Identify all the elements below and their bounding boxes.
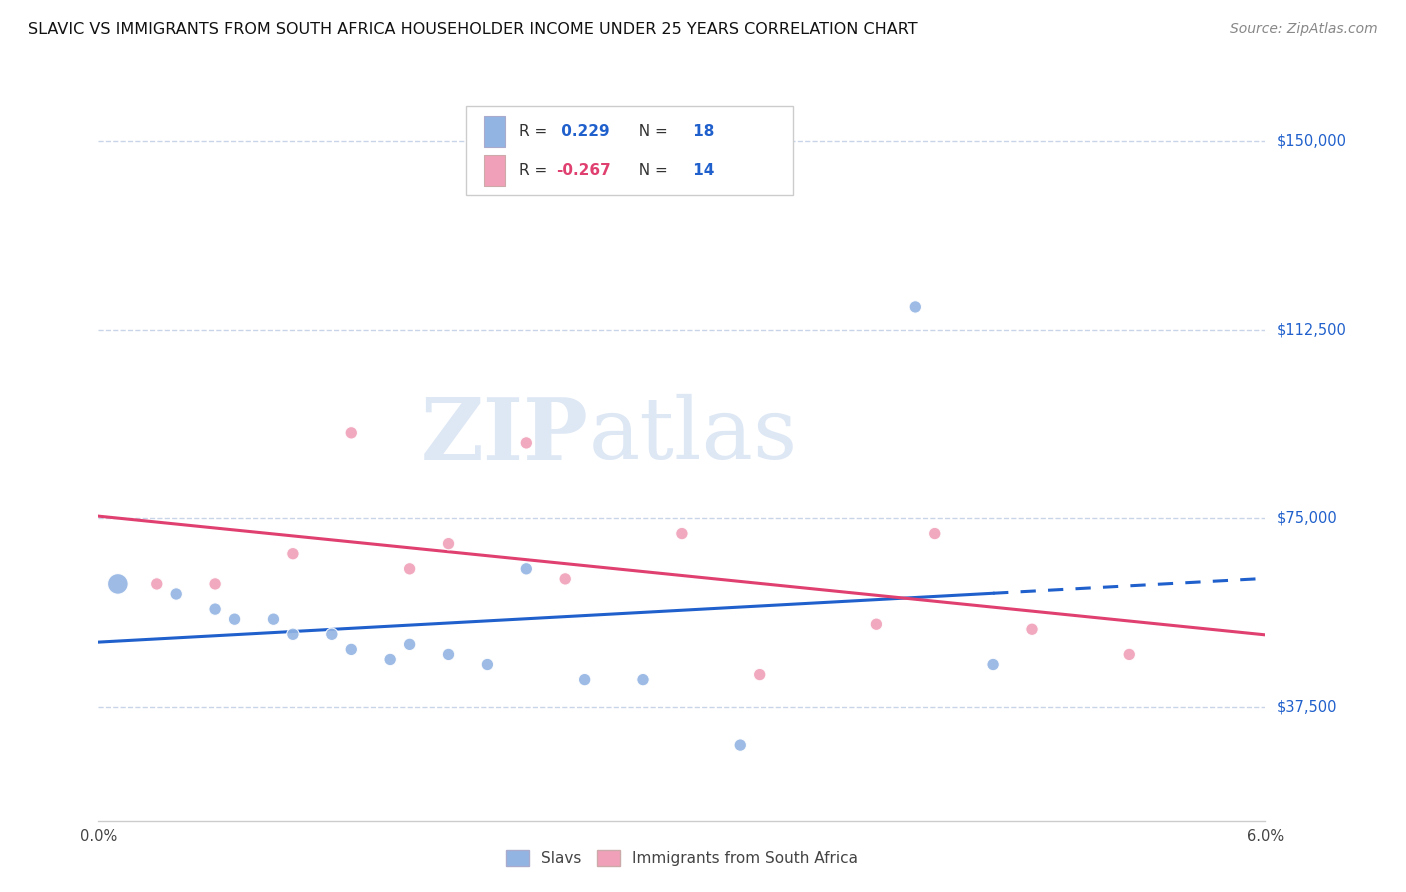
- Point: [380, 652, 402, 666]
- Point: [437, 648, 460, 662]
- Point: [340, 425, 363, 440]
- Text: $112,500: $112,500: [1277, 322, 1347, 337]
- FancyBboxPatch shape: [484, 154, 505, 186]
- Point: [204, 602, 226, 616]
- Legend: Slavs, Immigrants from South Africa: Slavs, Immigrants from South Africa: [501, 844, 863, 872]
- Point: [477, 657, 499, 672]
- Text: 14: 14: [688, 162, 714, 178]
- Text: Source: ZipAtlas.com: Source: ZipAtlas.com: [1230, 22, 1378, 37]
- Point: [107, 577, 129, 591]
- Point: [398, 562, 420, 576]
- Point: [730, 738, 752, 752]
- Text: $75,000: $75,000: [1277, 511, 1337, 526]
- Point: [281, 547, 304, 561]
- Text: $37,500: $37,500: [1277, 700, 1337, 714]
- Text: N =: N =: [630, 124, 673, 138]
- Point: [904, 300, 927, 314]
- Point: [204, 577, 226, 591]
- Point: [924, 526, 946, 541]
- Point: [748, 667, 770, 681]
- Text: R =: R =: [519, 162, 551, 178]
- Point: [321, 627, 343, 641]
- Text: atlas: atlas: [589, 394, 797, 477]
- FancyBboxPatch shape: [465, 106, 793, 195]
- Point: [1021, 622, 1043, 636]
- Text: SLAVIC VS IMMIGRANTS FROM SOUTH AFRICA HOUSEHOLDER INCOME UNDER 25 YEARS CORRELA: SLAVIC VS IMMIGRANTS FROM SOUTH AFRICA H…: [28, 22, 918, 37]
- Point: [224, 612, 246, 626]
- Point: [574, 673, 596, 687]
- Point: [146, 577, 169, 591]
- Point: [515, 562, 537, 576]
- Point: [281, 627, 304, 641]
- Point: [865, 617, 887, 632]
- Text: 0.229: 0.229: [555, 124, 610, 138]
- Point: [515, 436, 537, 450]
- Text: $150,000: $150,000: [1277, 133, 1347, 148]
- Text: N =: N =: [630, 162, 673, 178]
- Text: ZIP: ZIP: [420, 393, 589, 477]
- Point: [981, 657, 1004, 672]
- Text: R =: R =: [519, 124, 551, 138]
- Point: [165, 587, 187, 601]
- Text: 18: 18: [688, 124, 714, 138]
- Point: [340, 642, 363, 657]
- Point: [554, 572, 576, 586]
- FancyBboxPatch shape: [484, 116, 505, 146]
- Point: [671, 526, 693, 541]
- Point: [437, 536, 460, 550]
- Point: [262, 612, 284, 626]
- Point: [1118, 648, 1140, 662]
- Point: [398, 637, 420, 651]
- Point: [631, 673, 654, 687]
- Text: -0.267: -0.267: [555, 162, 610, 178]
